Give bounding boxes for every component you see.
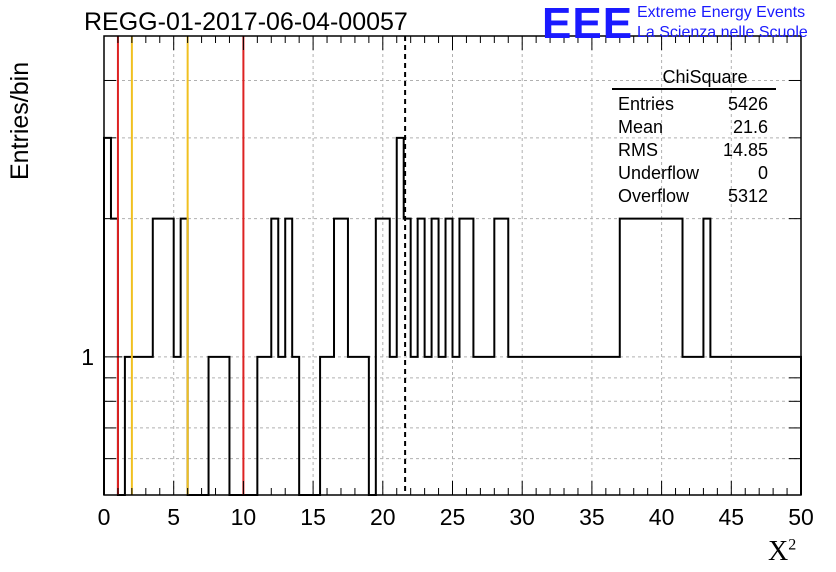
- logo-text-line-1: Extreme Energy Events: [637, 4, 806, 21]
- x-tick-label: 25: [440, 504, 466, 530]
- x-axis-label: X2: [768, 536, 796, 568]
- stats-row-overflow: Overflow 5312: [612, 185, 776, 208]
- stats-row-underflow: Underflow 0: [612, 162, 776, 185]
- tick-labels: 0 5 10 15 20 25 30 35 40 45 50 1: [81, 344, 814, 530]
- marker-lines: [116, 36, 407, 495]
- x-axis-label-base: X: [768, 536, 789, 567]
- x-tick-label: 45: [719, 504, 745, 530]
- histogram-outline: [103, 136, 802, 496]
- stats-value: 21.6: [732, 117, 768, 137]
- chart-title: REGG-01-2017-06-04-00057: [84, 8, 408, 36]
- plot-frame: [103, 35, 802, 496]
- x-tick-label: 15: [300, 504, 326, 530]
- stats-box: ChiSquare Entries 5426 Mean 21.6 RMS 14.85 …: [612, 66, 776, 208]
- stats-value: 5426: [727, 94, 768, 114]
- stats-row-mean: Mean 21.6: [612, 116, 776, 139]
- x-tick-label: 30: [509, 504, 535, 530]
- axis-ticks: [103, 36, 802, 495]
- stats-row-entries: Entries 5426: [612, 93, 776, 116]
- x-tick-label: 20: [370, 504, 396, 530]
- x-axis-label-superscript: 2: [788, 536, 797, 554]
- x-tick-label: 5: [167, 504, 180, 530]
- stats-row-rms: RMS 14.85: [612, 139, 776, 162]
- x-tick-label: 10: [231, 504, 257, 530]
- stats-value: 5312: [727, 186, 768, 206]
- stats-label: Underflow: [618, 163, 700, 183]
- stats-label: RMS: [618, 140, 658, 160]
- eee-logo: EEE: [542, 0, 634, 48]
- x-tick-label: 50: [788, 504, 814, 530]
- stats-label: Overflow: [618, 186, 690, 206]
- histogram-bars: [103, 136, 802, 496]
- stats-label: Mean: [618, 117, 664, 137]
- stats-value: 0: [757, 163, 768, 183]
- y-tick-label: 1: [81, 344, 94, 370]
- stats-divider: [612, 88, 776, 90]
- y-axis-label: Entries/bin: [6, 61, 34, 180]
- stats-value: 14.85: [722, 140, 768, 160]
- x-tick-label: 40: [649, 504, 675, 530]
- stats-label: Entries: [618, 94, 675, 114]
- stats-title: ChiSquare: [662, 67, 748, 87]
- x-tick-label: 35: [579, 504, 605, 530]
- logo-text-line-2: La Scienza nelle Scuole: [637, 24, 808, 41]
- x-tick-label: 0: [98, 504, 111, 530]
